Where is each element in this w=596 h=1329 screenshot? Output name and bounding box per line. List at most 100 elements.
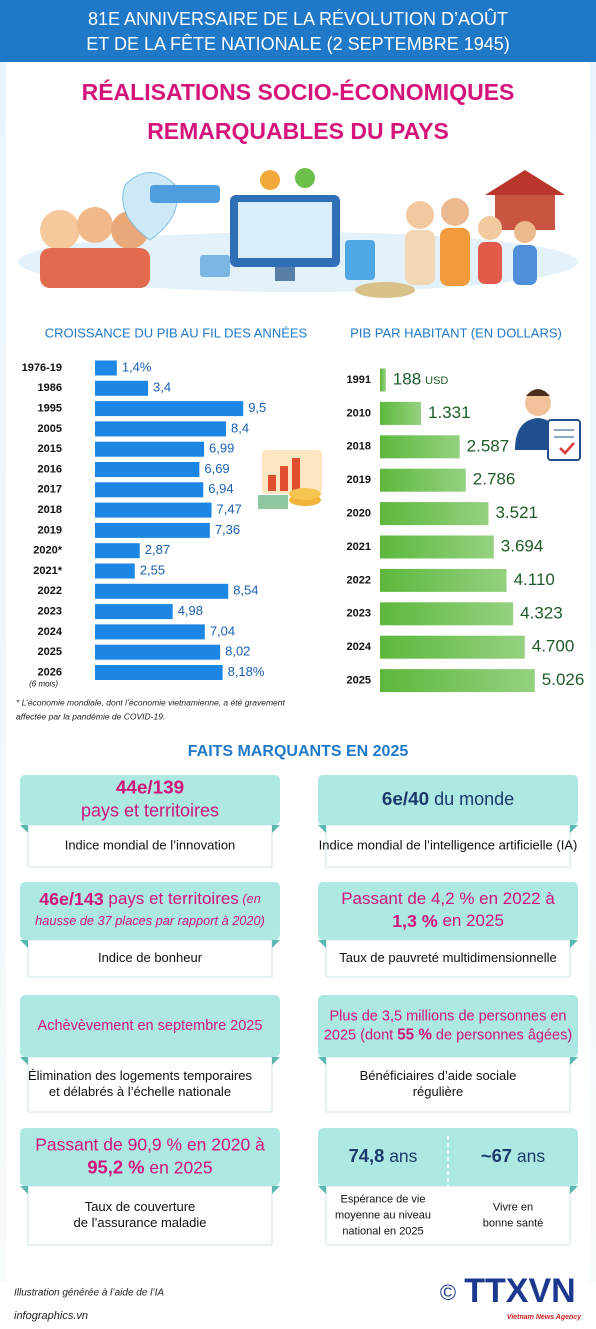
category-label: 2020* — [33, 545, 62, 557]
value-label: 8,18% — [228, 664, 265, 679]
category-label: 1991 — [347, 374, 371, 386]
headline-part: ~67 — [481, 1145, 512, 1166]
value-label: 2,87 — [145, 542, 170, 557]
category-label: 1976-19 — [22, 362, 62, 374]
card-label: régulière — [413, 1084, 464, 1099]
bar — [380, 602, 514, 626]
logo: TTXVN — [464, 1272, 575, 1310]
main-title: RÉALISATIONS SOCIO-ÉCONOMIQUES — [82, 78, 515, 105]
card-corner — [272, 825, 280, 833]
value-label: 4.110 — [514, 570, 555, 589]
bar — [95, 462, 200, 477]
card-label: Taux de couverture — [85, 1199, 196, 1214]
card-headline: 1,3 % en 2025 — [392, 911, 504, 931]
category-label: 2022 — [347, 574, 371, 586]
person-icon — [515, 389, 581, 461]
headline-part: Passant de 90,9 % en 2020 à — [35, 1134, 265, 1154]
card-headline: Plus de 3,5 millions de personnes en — [330, 1008, 567, 1024]
headline-part: 1,3 % — [392, 911, 438, 931]
card-label: Bénéficiaires d’aide sociale — [360, 1068, 517, 1083]
headline-part: Plus de 3,5 millions de personnes en — [330, 1008, 567, 1024]
bar — [95, 604, 173, 620]
highlights-title: FAITS MARQUANTS EN 2025 — [188, 743, 409, 760]
value-label: 2,55 — [140, 562, 165, 577]
agency: Vietnam News Agency — [507, 1314, 582, 1321]
card-corner — [318, 1186, 326, 1194]
card-label: Indice mondial de l’innovation — [65, 837, 236, 852]
bar — [380, 568, 507, 592]
category-label: 2018 — [38, 504, 62, 516]
card-shadow — [27, 1056, 273, 1113]
value-label: 8,54 — [233, 583, 258, 598]
bar — [380, 401, 421, 425]
card-header — [20, 1128, 280, 1186]
bar — [95, 583, 229, 599]
bar — [95, 644, 221, 660]
card-corner — [570, 1186, 578, 1194]
headline-part: pays et territoires — [104, 889, 239, 908]
card-corner — [20, 940, 28, 948]
card-corner — [20, 1057, 28, 1065]
card-headline: 6e/40 du monde — [382, 789, 514, 810]
bar — [95, 502, 212, 518]
card-shadow — [325, 939, 571, 978]
category-label: 1995 — [38, 403, 62, 415]
headline-part: en 2025 — [145, 1157, 213, 1177]
value-label: 8,02 — [225, 644, 250, 659]
category-label: 2015 — [38, 443, 62, 455]
card-corner — [20, 1186, 28, 1194]
card-label: Espérance de vie — [341, 1193, 426, 1205]
value-label: 6,69 — [204, 461, 229, 476]
category-label: 2005 — [38, 423, 62, 435]
card-label: de l’assurance maladie — [74, 1215, 207, 1230]
category-label: 2020 — [347, 508, 371, 520]
card-label: Indice mondial de l’intelligence artific… — [319, 837, 578, 852]
headline-part: 55 % — [397, 1026, 432, 1043]
headline-part: 74,8 — [349, 1145, 385, 1166]
card-headline: pays et territoires — [81, 800, 219, 820]
category-label: 2019 — [347, 474, 371, 486]
unit-label: USD — [425, 375, 448, 387]
finance-icon — [258, 450, 322, 509]
bar — [95, 665, 223, 680]
card-shadow — [325, 1056, 571, 1113]
bar — [95, 380, 149, 396]
bar — [380, 435, 460, 459]
card-headline: 2025 (dont 55 % de personnes âgées) — [324, 1026, 572, 1043]
card-corner — [570, 825, 578, 833]
bar — [95, 624, 205, 640]
card-header — [20, 882, 280, 940]
card-headline: 46e/143 pays et territoires (en — [39, 889, 261, 909]
card-shadow — [27, 824, 273, 868]
card-headline: Passant de 4,2 % en 2022 à — [341, 889, 555, 908]
category-label: 2022 — [38, 585, 62, 597]
value-label: 5.026 — [542, 670, 585, 689]
headline-part: Passant de 4,2 % en 2022 à — [341, 889, 555, 908]
card-headline: Passant de 90,9 % en 2020 à — [35, 1134, 265, 1154]
category-label: 2016 — [38, 463, 62, 475]
bar — [380, 468, 466, 492]
card-header — [318, 882, 578, 940]
card-corner — [570, 940, 578, 948]
category-label: 2025 — [347, 675, 371, 687]
category-label: 2023 — [38, 606, 62, 618]
card-headline: 95,2 % en 2025 — [87, 1156, 212, 1177]
card-headline: 44e/139 — [116, 777, 184, 798]
chart-title: PIB PAR HABITANT (EN DOLLARS) — [350, 325, 562, 340]
bar — [380, 502, 489, 526]
card-header — [318, 775, 578, 825]
headline-part: ans — [384, 1146, 417, 1166]
headline-part: (en — [239, 891, 261, 906]
card-corner — [318, 825, 326, 833]
headline-part: ans — [512, 1146, 545, 1166]
value-label: 1,4% — [122, 359, 152, 374]
chart-title: CROISSANCE DU PIB AU FIL DES ANNÉES — [45, 325, 308, 340]
card-corner — [272, 1057, 280, 1065]
headline-part: Achèvèvement en septembre 2025 — [38, 1018, 263, 1034]
category-label: 2021* — [33, 565, 62, 577]
copyright: © — [440, 1280, 456, 1305]
card-headline: 74,8 ans — [349, 1145, 418, 1166]
card-label: Taux de pauvreté multidimensionnelle — [339, 950, 557, 965]
category-label: 2024 — [347, 641, 372, 653]
card-label: Vivre en — [493, 1201, 533, 1213]
